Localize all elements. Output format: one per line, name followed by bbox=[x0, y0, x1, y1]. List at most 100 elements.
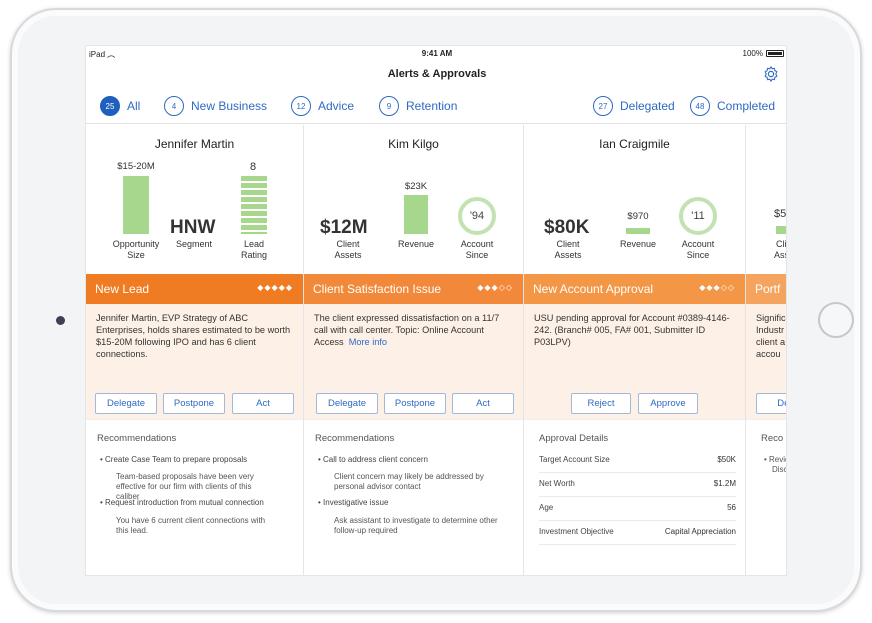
banner-title: Client Satisfaction Issue bbox=[313, 282, 442, 296]
partial-label-2: Ass bbox=[774, 250, 786, 260]
battery-icon bbox=[766, 50, 784, 57]
alert-card-client-satisfaction: Kim Kilgo $12M Client Assets $23K Revenu… bbox=[304, 125, 524, 575]
gear-icon[interactable] bbox=[762, 65, 780, 83]
detail-row: Net Worth $1.2M bbox=[539, 473, 736, 497]
revenue-value: $970 bbox=[627, 211, 649, 222]
filter-completed[interactable]: 48 Completed bbox=[690, 96, 775, 116]
filter-label: All bbox=[127, 99, 141, 113]
opportunity-bar bbox=[123, 176, 149, 234]
account-since-ring: '94 bbox=[458, 197, 496, 235]
rec-detail: You have 6 current client connections wi… bbox=[116, 516, 266, 535]
client-name: Jennifer Martin bbox=[154, 137, 235, 151]
rec-detail: Client concern may likely be addressed b… bbox=[334, 472, 484, 491]
partial-bar bbox=[776, 226, 786, 234]
filter-label: Completed bbox=[717, 99, 776, 113]
rec-item: • Investigative issue bbox=[318, 498, 389, 507]
detail-row: Age 56 bbox=[539, 497, 736, 521]
alert-banner: Client Satisfaction Issue ◆◆◆◇◇ bbox=[304, 274, 523, 304]
filter-new-business[interactable]: 4 New Business bbox=[164, 96, 267, 116]
filter-advice[interactable]: 12 Advice bbox=[291, 96, 354, 116]
detail-key: Age bbox=[539, 503, 554, 512]
act-button[interactable]: Act bbox=[452, 393, 514, 414]
delegate-button[interactable]: Delegate bbox=[316, 393, 378, 414]
section-heading: Reco bbox=[761, 433, 784, 444]
alert-card-partial: $5 Cli Ass Portf Signific Industr client… bbox=[746, 125, 787, 575]
detail-value: $50K bbox=[717, 455, 736, 464]
alert-body: Signific Industr client a accou Dele bbox=[746, 304, 786, 419]
more-info-link[interactable]: More info bbox=[348, 337, 388, 347]
banner-title: New Account Approval bbox=[533, 282, 654, 296]
home-button[interactable] bbox=[818, 302, 854, 338]
count-badge: 48 bbox=[690, 96, 710, 116]
priority-diamonds: ◆◆◆◆◆ bbox=[257, 283, 293, 292]
partial-label-1: Cli bbox=[776, 239, 787, 249]
reject-button[interactable]: Reject bbox=[571, 393, 631, 414]
rec-item: • Request introduction from mutual conne… bbox=[100, 498, 264, 507]
revenue-label: Revenue bbox=[619, 239, 657, 249]
act-button[interactable]: Act bbox=[232, 393, 294, 414]
count-badge: 4 bbox=[164, 96, 184, 116]
rec-item: Discu bbox=[772, 465, 786, 474]
revenue-bar bbox=[626, 228, 650, 234]
revenue-value: $23K bbox=[404, 181, 428, 192]
postpone-button[interactable]: Postpone bbox=[163, 393, 225, 414]
priority-diamonds: ◆◆◆◇◇ bbox=[477, 283, 513, 292]
alert-body: Jennifer Martin, EVP Strategy of ABC Ent… bbox=[86, 304, 303, 419]
postpone-button[interactable]: Postpone bbox=[384, 393, 446, 414]
segment-value: HNW bbox=[170, 217, 216, 238]
rec-item: • Revie bbox=[764, 455, 786, 464]
filter-bar: 25 All 4 New Business 12 Advice 9 Retention … bbox=[86, 94, 786, 124]
detail-value: Capital Appreciation bbox=[664, 527, 736, 536]
assets-value: $80K bbox=[544, 217, 590, 238]
alert-text: Jennifer Martin, EVP Strategy of ABC Ent… bbox=[96, 313, 291, 359]
detail-row: Target Account Size $50K bbox=[539, 449, 736, 473]
partial-metric-value: $5 bbox=[774, 208, 787, 220]
account-since-label: Account Since bbox=[460, 239, 494, 260]
assets-value: $12M bbox=[320, 217, 368, 238]
rec-item: • Create Case Team to prepare proposals bbox=[100, 455, 248, 464]
opportunity-value: $15-20M bbox=[117, 161, 155, 172]
alert-text: USU pending approval for Account #0389-4… bbox=[534, 313, 730, 347]
wifi-icon: ︵ bbox=[107, 50, 116, 59]
filter-retention[interactable]: 9 Retention bbox=[379, 96, 457, 116]
revenue-bar bbox=[404, 195, 428, 234]
assets-label: Client Assets bbox=[334, 239, 362, 260]
filter-all[interactable]: 25 All bbox=[100, 96, 140, 116]
account-since-ring: '11 bbox=[679, 197, 717, 235]
carrier-label: iPad ︵ bbox=[89, 50, 116, 59]
lead-rating-label: Lead Rating bbox=[240, 239, 267, 260]
count-badge: 25 bbox=[100, 96, 120, 116]
alert-banner: New Lead ◆◆◆◆◆ bbox=[86, 274, 303, 304]
filter-delegated[interactable]: 27 Delegated bbox=[593, 96, 675, 116]
detail-value: 56 bbox=[727, 503, 736, 512]
rec-detail: Team-based proposals have been very effe… bbox=[116, 472, 254, 501]
page-title: Alerts & Approvals bbox=[387, 68, 487, 80]
delegate-button[interactable]: Dele bbox=[756, 393, 786, 414]
segment-label: Segment bbox=[175, 239, 213, 249]
detail-key: Net Worth bbox=[539, 479, 575, 488]
delegate-button[interactable]: Delegate bbox=[95, 393, 157, 414]
recommendations: Recommendations • Create Case Team to pr… bbox=[86, 419, 303, 575]
client-name: Ian Craigmile bbox=[599, 137, 670, 151]
filter-label: New Business bbox=[191, 99, 268, 113]
status-time: 9:41 AM bbox=[421, 49, 453, 58]
rec-detail: Ask assistant to investigate to determin… bbox=[334, 516, 498, 535]
nav-bar: Alerts & Approvals bbox=[86, 60, 786, 90]
alert-body: USU pending approval for Account #0389-4… bbox=[524, 304, 745, 419]
filter-label: Advice bbox=[318, 99, 355, 113]
approval-details: Approval Details Target Account Size $50K… bbox=[524, 419, 745, 575]
lead-rating-value: 8 bbox=[249, 161, 257, 173]
recommendations: Recommendations • Call to address client… bbox=[304, 419, 523, 575]
count-badge: 9 bbox=[379, 96, 399, 116]
alert-card-new-account-approval: Ian Craigmile $80K Client Assets $970 Re… bbox=[524, 125, 746, 575]
section-heading: Recommendations bbox=[97, 433, 177, 444]
alert-body: The client expressed dissatisfaction on … bbox=[304, 304, 523, 419]
revenue-label: Revenue bbox=[397, 239, 435, 249]
detail-key: Target Account Size bbox=[539, 455, 610, 464]
filter-label: Retention bbox=[406, 99, 458, 113]
alert-text: Signific Industr client a accou bbox=[756, 313, 786, 359]
count-badge: 27 bbox=[593, 96, 613, 116]
approve-button[interactable]: Approve bbox=[638, 393, 698, 414]
lead-rating-bar bbox=[241, 176, 267, 234]
camera-dot bbox=[56, 316, 65, 325]
